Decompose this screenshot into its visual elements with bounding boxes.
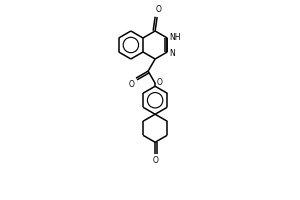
Text: O: O [128, 80, 134, 89]
Text: O: O [155, 5, 161, 14]
Text: O: O [152, 156, 158, 165]
Text: N: N [169, 48, 175, 58]
Text: NH: NH [169, 32, 181, 42]
Text: O: O [157, 78, 163, 87]
